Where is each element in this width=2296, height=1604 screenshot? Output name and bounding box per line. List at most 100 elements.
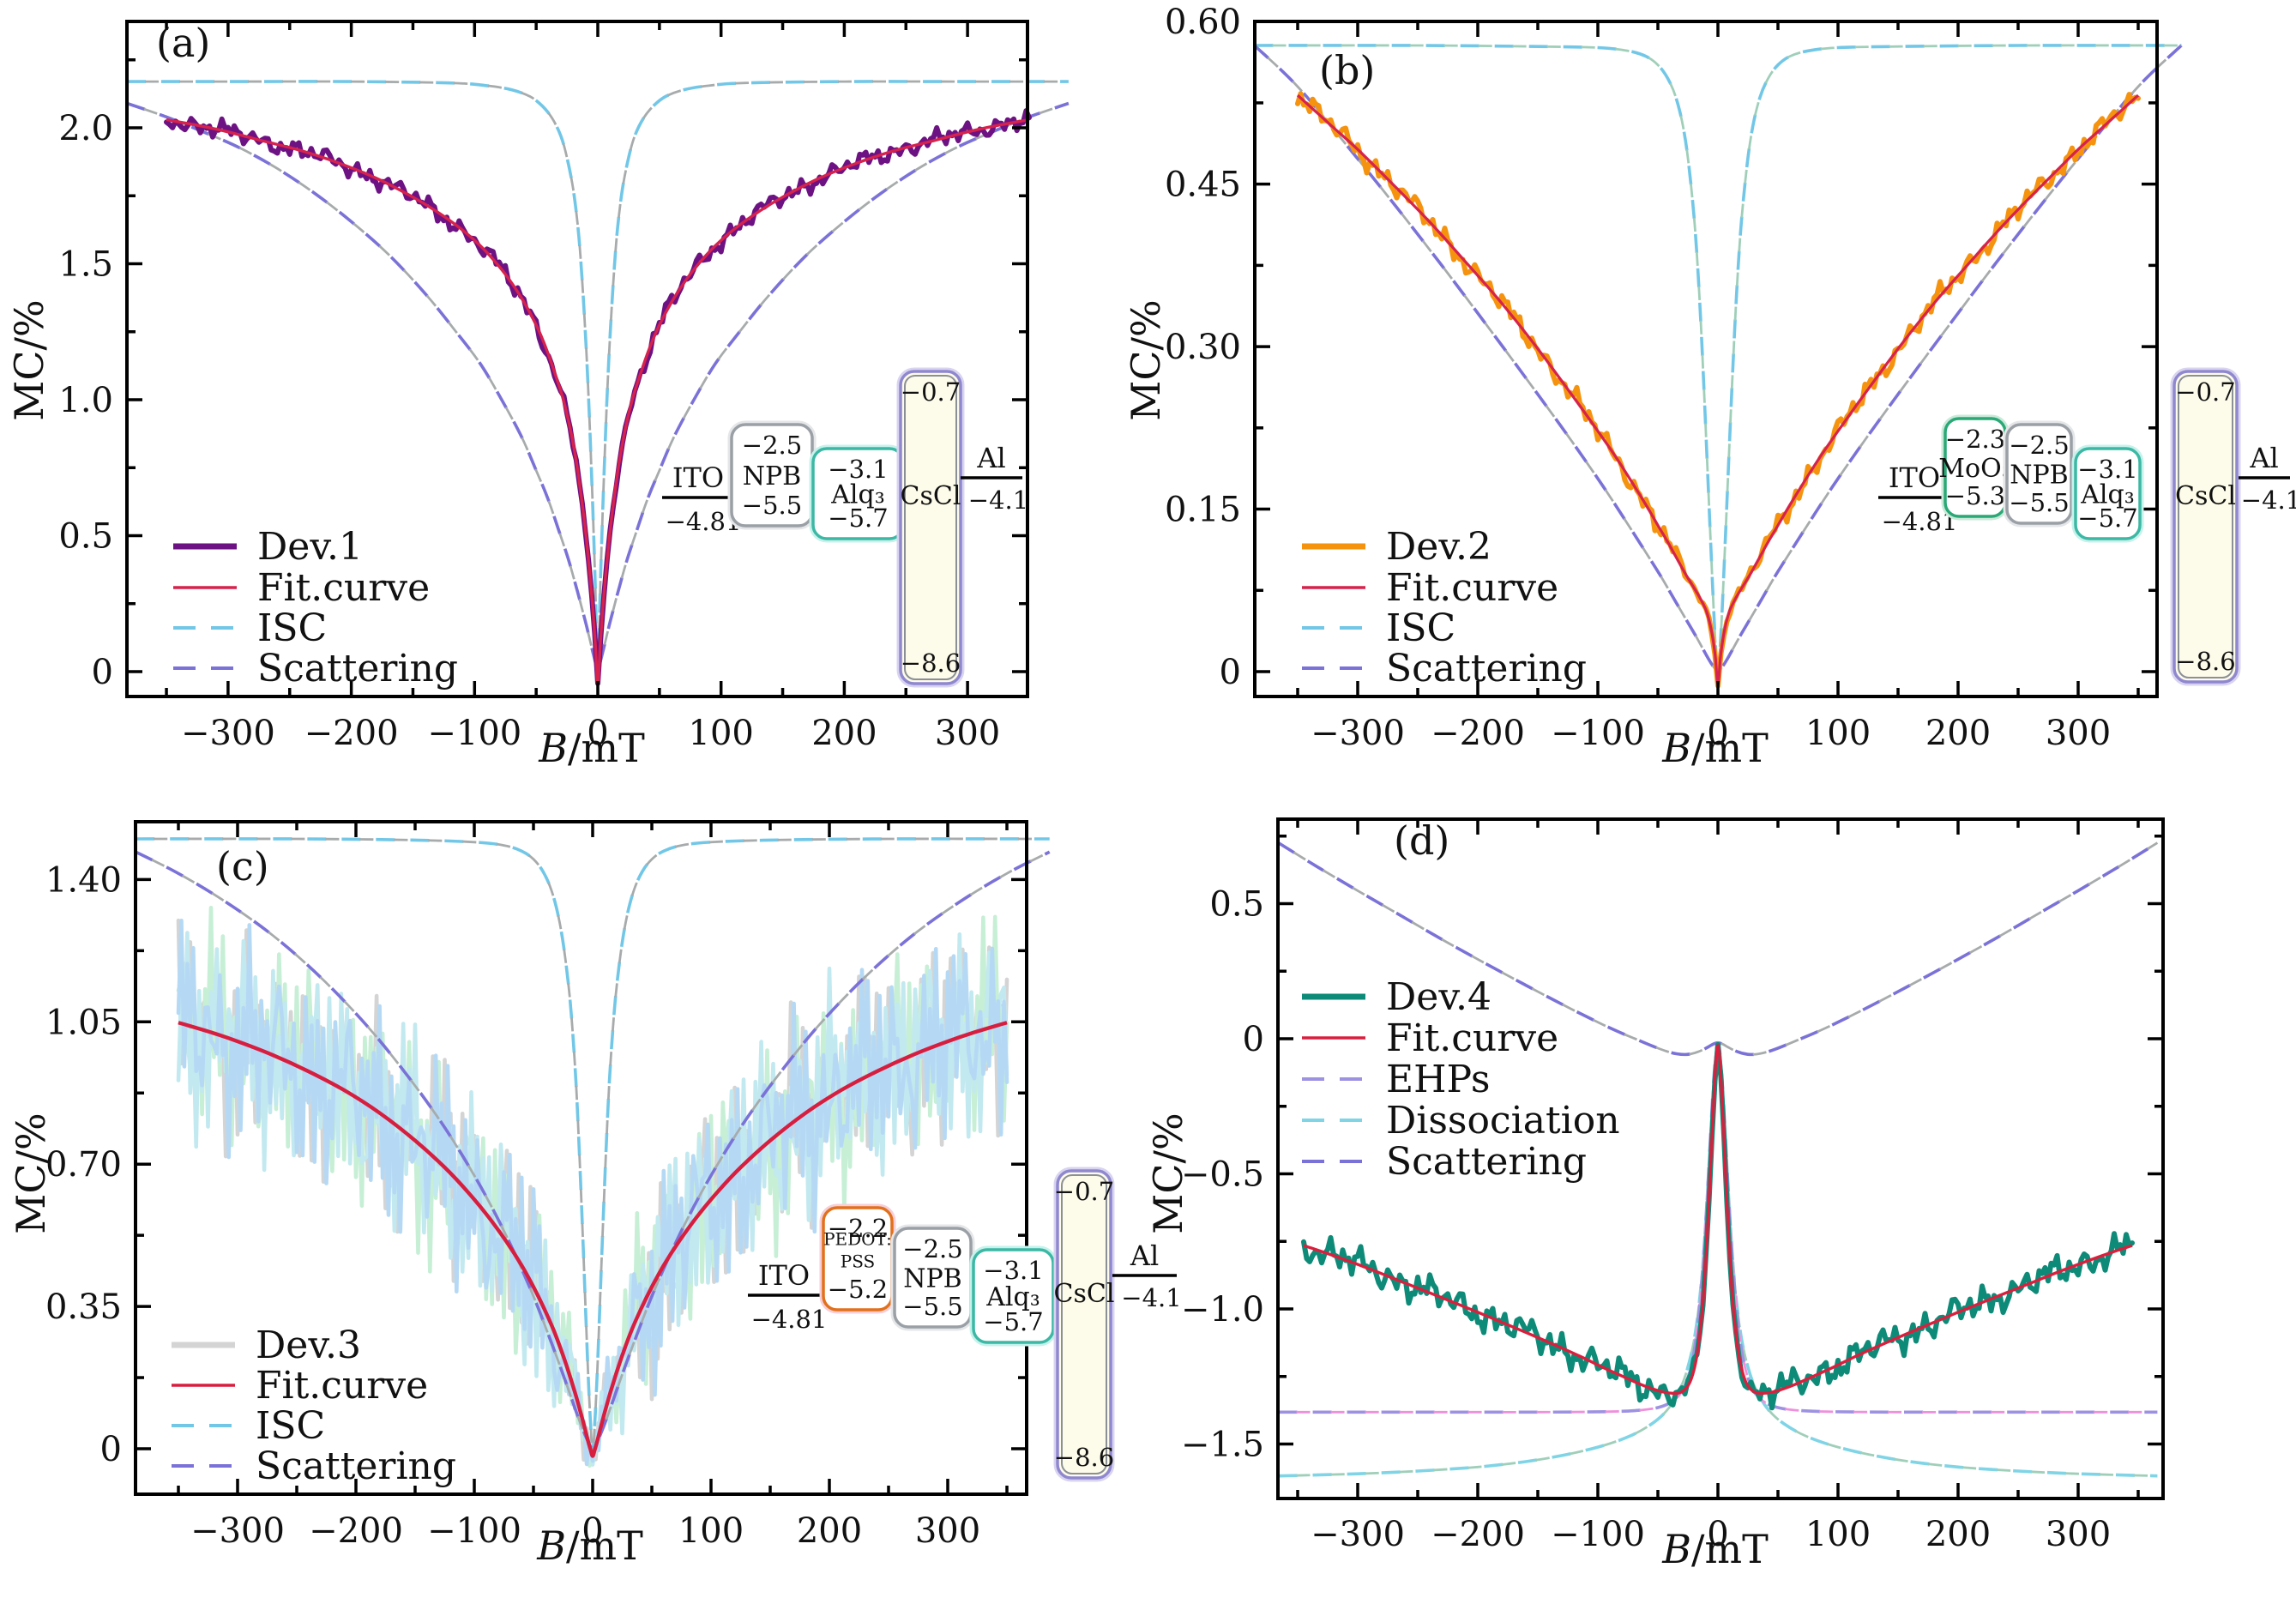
- x-axis-label: B/mT: [536, 1523, 643, 1569]
- y-tick-label: 1.40: [45, 860, 122, 900]
- y-axis-label: MC/%: [8, 1113, 54, 1234]
- y-tick-label: −1.0: [1181, 1290, 1264, 1330]
- al-value: −4.1: [1121, 1283, 1181, 1312]
- layer-box-1: [2005, 423, 2073, 525]
- y-axis-label: MC/%: [6, 299, 52, 421]
- layer-top-value: −3.1: [2077, 455, 2137, 484]
- layer-bottom-value: −5.5: [902, 1292, 962, 1321]
- layer-name: PSS: [841, 1251, 876, 1272]
- x-tick-label: −300: [1311, 714, 1405, 753]
- layer-bottom-value: −5.2: [828, 1275, 888, 1304]
- layer-top-value: −3.1: [828, 455, 888, 484]
- x-tick-label: 200: [811, 714, 877, 753]
- layer-name: NPB: [2010, 461, 2068, 491]
- layer-name: CsCl: [1054, 1279, 1115, 1309]
- panel-label-c: (c): [216, 843, 269, 889]
- x-tick-label: 300: [935, 714, 1000, 753]
- y-tick-label: 1.0: [58, 381, 113, 420]
- x-tick-label: −300: [181, 714, 275, 753]
- y-tick-label: 0.5: [58, 517, 113, 557]
- layer-box-2: [972, 1248, 1055, 1344]
- panel-b: −300 −200 −100 0 100 200 300 0 0.15 0.30 0.45 0.60 (…: [1123, 3, 2296, 771]
- layer-name: Alq₃: [985, 1282, 1040, 1312]
- y-axis-label: MC/%: [1145, 1113, 1191, 1234]
- layer-name: PEDOT:: [823, 1229, 892, 1250]
- x-tick-label: 100: [689, 714, 754, 753]
- panel-a: −300 −200 −100 0 100 200 300 0 0.5 1.0 1.5 2.0 (a) MC…: [6, 20, 1070, 771]
- x-axis-label: B/mT: [1661, 1526, 1769, 1572]
- legend-label-dissociation: Dissociation: [1386, 1099, 1620, 1143]
- series-scattering: [135, 850, 1051, 1450]
- y-tick-label: 0: [1243, 1020, 1264, 1059]
- axes-frame: [1253, 20, 2159, 698]
- y-tick-label: 0.30: [1165, 328, 1241, 367]
- layer-top-value: −2.5: [742, 431, 802, 460]
- layer-box-inner: [1061, 1174, 1107, 1474]
- x-tick-label: 100: [1805, 714, 1871, 753]
- x-tick-label: −100: [427, 714, 521, 753]
- y-axis-label: MC/%: [1123, 299, 1169, 421]
- series-alt-scattering: [135, 850, 1051, 1450]
- layer-top-value: −2.3: [1945, 425, 2005, 454]
- legend-label-dev-1: Dev.1: [257, 525, 363, 569]
- x-tick-label: 0: [582, 1511, 603, 1551]
- layer-box-inner: [904, 375, 957, 680]
- legend-label-fit-curve: Fit.curve: [1386, 1016, 1558, 1060]
- legend-label-isc: ISC: [257, 606, 327, 650]
- layer-name: Alq₃: [2080, 480, 2135, 510]
- layer-box-2: [2074, 447, 2142, 540]
- panel-label-b: (b): [1319, 47, 1375, 93]
- y-tick-label: 2.0: [58, 109, 113, 148]
- ito-label: ITO: [672, 461, 724, 494]
- panel-c: −300 −200 −100 0 100 200 300 0 0.35 0.70 1.05 1.40 (…: [8, 820, 1182, 1569]
- series-dev-3: [176, 919, 1009, 1467]
- y-tick-label: 0.70: [45, 1145, 122, 1185]
- legend-label-isc: ISC: [1386, 606, 1455, 650]
- legend-label-scattering: Scattering: [1386, 647, 1587, 690]
- y-tick-label: 0: [100, 1430, 122, 1469]
- x-tick-label: −200: [1431, 714, 1525, 753]
- series-alt-isc: [127, 80, 1069, 678]
- series-dissociation: [1278, 1040, 2158, 1478]
- x-tick-label: −300: [1311, 1515, 1405, 1554]
- layer-bottom-value: −5.5: [2009, 488, 2069, 517]
- x-axis-label: B/mT: [538, 725, 645, 771]
- x-tick-label: 0: [587, 714, 608, 753]
- y-tick-label: 0.5: [1209, 885, 1264, 925]
- y-tick-label: −0.5: [1181, 1155, 1264, 1195]
- axes-frame: [125, 20, 1029, 698]
- y-tick-label: 0: [92, 653, 113, 692]
- y-tick-label: 0.45: [1165, 166, 1241, 205]
- series-fit-curve: [178, 1021, 1008, 1458]
- legend-label-dev-2: Dev.2: [1386, 525, 1491, 569]
- layer-bottom-value: −8.6: [2175, 647, 2235, 676]
- x-axis-label: B/mT: [1661, 725, 1769, 771]
- legend-label-scattering: Scattering: [256, 1444, 456, 1488]
- ito-label: ITO: [758, 1259, 810, 1292]
- x-tick-label: −100: [427, 1511, 521, 1551]
- x-tick-label: 300: [915, 1511, 980, 1551]
- ito-value: −4.81: [751, 1305, 828, 1334]
- layer-bottom-value: −5.5: [742, 491, 802, 520]
- layer-top-value: −0.7: [901, 377, 961, 407]
- y-tick-label: 1.5: [58, 245, 113, 285]
- layer-bottom-value: −5.3: [1945, 481, 2005, 510]
- x-tick-label: −200: [304, 714, 399, 753]
- al-label: Al: [976, 442, 1005, 474]
- layer-name: Alq₃: [830, 480, 885, 510]
- x-tick-label: 0: [1707, 714, 1728, 753]
- al-label: Al: [2249, 442, 2278, 474]
- x-tick-label: 200: [1925, 714, 1991, 753]
- x-tick-label: −200: [309, 1511, 403, 1551]
- axes-frame: [134, 820, 1028, 1496]
- legend-label-isc: ISC: [256, 1404, 325, 1448]
- layer-name: NPB: [903, 1264, 961, 1294]
- legend-label-dev-4: Dev.4: [1386, 975, 1491, 1019]
- ito-label: ITO: [1889, 461, 1940, 494]
- x-tick-label: 200: [1925, 1515, 1991, 1554]
- al-label: Al: [1130, 1239, 1159, 1272]
